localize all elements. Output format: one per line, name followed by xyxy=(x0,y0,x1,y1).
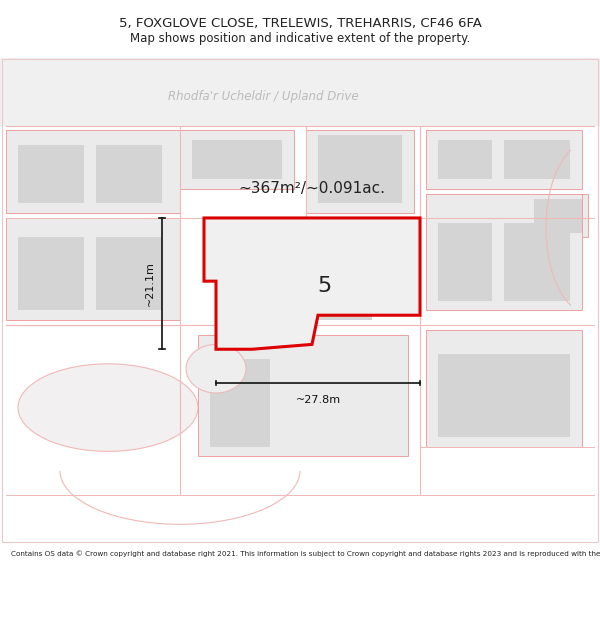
Bar xyxy=(438,354,570,437)
Bar xyxy=(438,223,492,301)
Bar xyxy=(438,140,492,179)
Bar xyxy=(180,131,294,189)
Bar xyxy=(318,135,402,203)
Text: ~27.8m: ~27.8m xyxy=(295,395,341,405)
Text: 5, FOXGLOVE CLOSE, TRELEWIS, TREHARRIS, CF46 6FA: 5, FOXGLOVE CLOSE, TRELEWIS, TREHARRIS, … xyxy=(119,18,481,30)
Bar xyxy=(192,140,282,179)
Text: Rhodfa'r Ucheldir / Upland Drive: Rhodfa'r Ucheldir / Upland Drive xyxy=(168,90,359,103)
Circle shape xyxy=(186,344,246,393)
Bar xyxy=(426,194,582,311)
Bar xyxy=(426,131,582,189)
Bar xyxy=(198,334,408,456)
Bar xyxy=(306,131,414,213)
Text: Contains OS data © Crown copyright and database right 2021. This information is : Contains OS data © Crown copyright and d… xyxy=(11,551,600,558)
Text: Map shows position and indicative extent of the property.: Map shows position and indicative extent… xyxy=(130,32,470,45)
Bar xyxy=(504,140,570,179)
Bar xyxy=(210,359,270,446)
Bar xyxy=(18,238,84,311)
Polygon shape xyxy=(204,218,420,349)
Bar xyxy=(0,58,600,126)
Text: 5: 5 xyxy=(317,276,331,296)
Bar xyxy=(18,145,84,203)
Bar xyxy=(426,330,582,446)
Ellipse shape xyxy=(18,364,198,451)
Bar xyxy=(534,199,582,232)
Text: ~21.1m: ~21.1m xyxy=(145,261,155,306)
Bar xyxy=(6,218,180,320)
Bar xyxy=(528,194,588,238)
Bar xyxy=(96,238,162,311)
Bar xyxy=(228,242,372,320)
Text: ~367m²/~0.091ac.: ~367m²/~0.091ac. xyxy=(239,181,386,196)
Bar xyxy=(504,223,570,301)
Bar xyxy=(96,145,162,203)
Bar xyxy=(6,131,180,213)
